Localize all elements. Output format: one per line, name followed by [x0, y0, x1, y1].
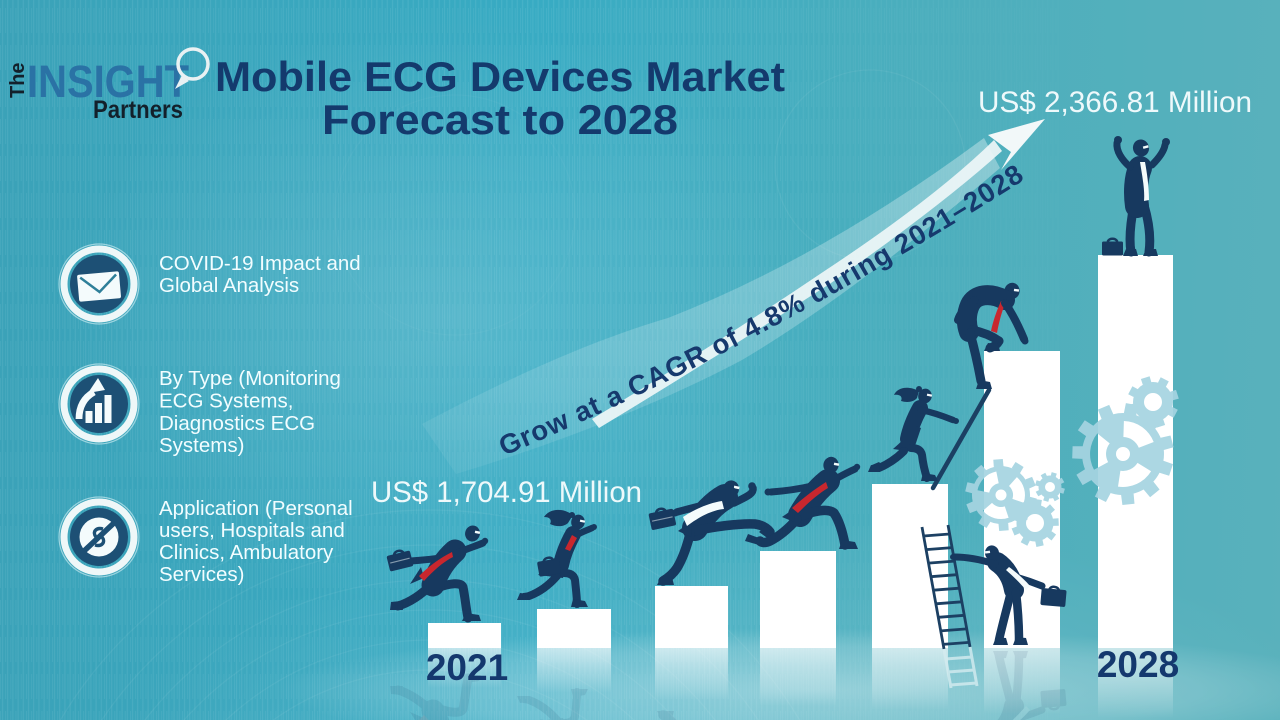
- svg-text:Global Analysis: Global Analysis: [159, 274, 299, 297]
- svg-text:Application (Personal: Application (Personal: [159, 497, 353, 520]
- svg-text:users, Hospitals and: users, Hospitals and: [159, 519, 345, 542]
- svg-text:Diagnostics ECG: Diagnostics ECG: [159, 412, 315, 435]
- svg-text:The: The: [7, 62, 29, 98]
- svg-text:US$ 1,704.91 Million: US$ 1,704.91 Million: [371, 476, 642, 509]
- svg-text:By Type (Monitoring: By Type (Monitoring: [159, 367, 341, 390]
- svg-text:US$ 2,366.81 Million: US$ 2,366.81 Million: [978, 86, 1252, 119]
- svg-text:2028: 2028: [1097, 644, 1179, 685]
- svg-text:Partners: Partners: [93, 96, 183, 124]
- svg-text:COVID-19 Impact and: COVID-19 Impact and: [159, 252, 361, 275]
- svg-text:ECG Systems,: ECG Systems,: [159, 390, 293, 413]
- svg-text:Systems): Systems): [159, 434, 244, 457]
- svg-text:Services): Services): [159, 563, 244, 586]
- svg-text:Forecast to 2028: Forecast to 2028: [322, 96, 678, 143]
- svg-text:INSIGHT: INSIGHT: [27, 56, 189, 107]
- svg-text:Mobile ECG Devices Market: Mobile ECG Devices Market: [215, 53, 785, 100]
- svg-text:Clinics, Ambulatory: Clinics, Ambulatory: [159, 541, 334, 564]
